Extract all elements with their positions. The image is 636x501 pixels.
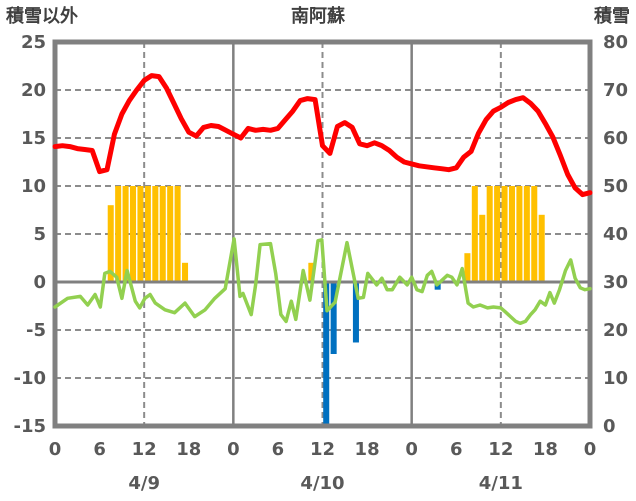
sunshine-bar: [508, 186, 515, 282]
x-axis-day-label: 4/9: [128, 473, 160, 494]
left-axis-tick-label: 25: [21, 32, 46, 53]
left-axis-tick-label: -5: [26, 320, 46, 341]
sunshine-bar: [174, 186, 181, 282]
right-axis-tick-label: 30: [603, 272, 628, 293]
x-axis-day-label: 4/11: [479, 473, 523, 494]
x-axis-hour-label: 6: [450, 439, 463, 460]
sunshine-bar: [479, 214, 486, 282]
sunshine-bar: [144, 186, 151, 282]
sunshine-bar: [159, 186, 166, 282]
x-axis-hour-label: 6: [93, 439, 106, 460]
x-axis-hour-label: 0: [584, 439, 597, 460]
precipitation-bar: [352, 282, 359, 343]
sunshine-bar: [471, 186, 478, 282]
left-axis-tick-label: 5: [33, 224, 46, 245]
x-axis-hour-label: 0: [405, 439, 418, 460]
left-axis-tick-label: 0: [33, 272, 46, 293]
x-axis-hour-label: 0: [227, 439, 240, 460]
right-axis-tick-label: 50: [603, 176, 628, 197]
x-axis-day-label: 4/10: [300, 473, 344, 494]
sunshine-bar: [516, 186, 523, 282]
sunshine-bar: [152, 186, 159, 282]
right-axis-tick-label: 80: [603, 32, 628, 53]
x-axis-hour-label: 18: [355, 439, 380, 460]
sunshine-bar: [494, 186, 501, 282]
x-axis-hour-label: 12: [310, 439, 335, 460]
sunshine-bar: [122, 186, 129, 282]
x-axis-hour-label: 12: [488, 439, 513, 460]
green-line: [53, 237, 592, 326]
sunshine-bar: [182, 262, 189, 282]
sunshine-bar: [167, 186, 174, 282]
x-axis-hour-label: 18: [533, 439, 558, 460]
right-axis-tick-label: 60: [603, 128, 628, 149]
right-axis-tick-label: 40: [603, 224, 628, 245]
sunshine-bar: [538, 214, 545, 282]
sunshine-bar: [486, 186, 493, 282]
sunshine-bar: [115, 186, 122, 282]
right-axis-title: 積雪: [594, 6, 630, 27]
precipitation-bar: [330, 282, 337, 354]
red-line: [52, 73, 593, 198]
sunshine-bar: [523, 186, 530, 282]
left-axis-tick-label: 15: [21, 128, 46, 149]
x-axis-hour-label: 12: [132, 439, 157, 460]
sunshine-bar: [531, 186, 538, 282]
right-axis-tick-label: 70: [603, 80, 628, 101]
sunshine-bar: [107, 205, 114, 282]
sunshine-bar: [501, 186, 508, 282]
sunshine-bar: [464, 253, 471, 282]
left-axis-title: 積雪以外: [6, 6, 78, 27]
left-axis-tick-label: -10: [13, 368, 46, 389]
right-axis-tick-label: 20: [603, 320, 628, 341]
precipitation-bar: [323, 282, 330, 426]
left-axis-tick-label: 20: [21, 80, 46, 101]
right-axis-tick-label: 10: [603, 368, 628, 389]
left-axis-tick-label: 10: [21, 176, 46, 197]
sunshine-bar: [308, 262, 315, 282]
sunshine-bar: [137, 186, 144, 282]
x-axis-hour-label: 18: [176, 439, 201, 460]
right-axis-tick-label: 0: [603, 416, 616, 437]
chart-title: 南阿蘇: [291, 6, 345, 27]
left-axis-tick-label: -15: [13, 416, 46, 437]
x-axis-hour-label: 6: [272, 439, 285, 460]
x-axis-hour-label: 0: [49, 439, 62, 460]
plot-border: [52, 39, 593, 429]
sunshine-bar: [130, 186, 137, 282]
